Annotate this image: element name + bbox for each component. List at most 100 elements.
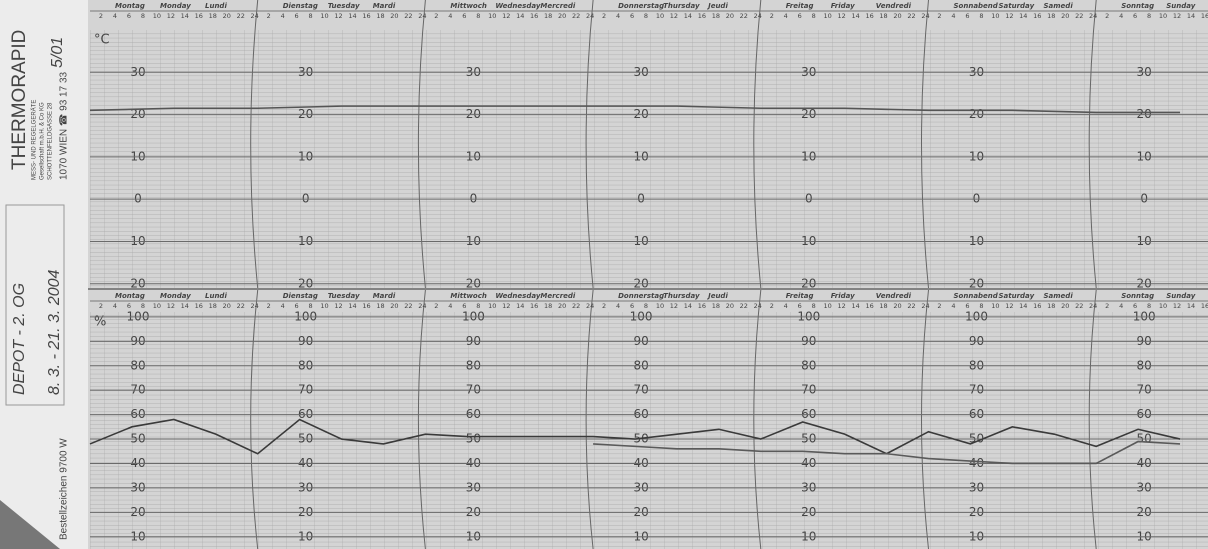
hour-tick-label: 24	[921, 302, 929, 310]
hour-tick-label: 24	[586, 12, 594, 20]
hour-tick-label: 20	[390, 302, 398, 310]
hour-tick-label: 14	[851, 12, 859, 20]
hour-tick-label: 16	[1033, 12, 1041, 20]
hour-tick-label: 22	[572, 12, 580, 20]
day-label: Saturday	[999, 292, 1035, 300]
hour-tick-label: 8	[812, 302, 816, 310]
hour-tick-label: 6	[630, 302, 634, 310]
hour-tick-label: 2	[937, 12, 941, 20]
day-label: Lundi	[205, 292, 227, 300]
hour-tick-label: 10	[656, 12, 664, 20]
day-arc	[753, 289, 762, 549]
hour-tick-label: 10	[1159, 12, 1167, 20]
hour-tick-label: 24	[1089, 12, 1097, 20]
hour-tick-label: 8	[309, 302, 313, 310]
hour-tick-label: 20	[223, 12, 231, 20]
hour-tick-label: 14	[516, 302, 524, 310]
day-label: Tuesday	[328, 292, 360, 300]
hour-tick-label: 20	[223, 302, 231, 310]
day-label: Vendredi	[876, 292, 912, 300]
day-label: Samedi	[1044, 2, 1074, 10]
day-arc	[417, 289, 426, 549]
handwritten-code: 5/01	[49, 37, 66, 68]
hour-tick-label: 2	[1105, 302, 1109, 310]
period: 8. 3. - 21. 3. 2004	[46, 269, 63, 395]
hour-tick-label: 24	[251, 12, 259, 20]
hour-tick-label: 6	[965, 302, 969, 310]
day-arc	[585, 0, 594, 289]
day-label: Monday	[160, 292, 191, 300]
hour-tick-label: 6	[127, 12, 131, 20]
hour-tick-label: 16	[698, 12, 706, 20]
hour-tick-label: 24	[251, 302, 259, 310]
label-box	[5, 204, 65, 406]
day-label: Thursday	[663, 2, 700, 10]
hour-tick-label: 4	[616, 302, 620, 310]
hour-tick-label: 8	[812, 12, 816, 20]
hour-tick-label: 22	[740, 12, 748, 20]
trace	[89, 418, 1181, 455]
hour-tick-label: 8	[1147, 12, 1151, 20]
day-label: Mardi	[373, 2, 396, 10]
hour-tick-label: 24	[1089, 302, 1097, 310]
hour-tick-label: 6	[127, 302, 131, 310]
day-arc	[417, 0, 426, 289]
hour-tick-label: 10	[488, 302, 496, 310]
day-label: Thursday	[663, 292, 700, 300]
hour-tick-label: 2	[1105, 12, 1109, 20]
hour-tick-label: 16	[362, 302, 370, 310]
day-label: Donnerstag	[618, 2, 664, 10]
hour-tick-label: 16	[530, 302, 538, 310]
day-label: Sonnabend	[954, 292, 999, 300]
hour-tick-label: 16	[362, 12, 370, 20]
maker-line: MESS- UND REGELGERÄTE	[31, 100, 38, 180]
day-arc	[921, 289, 929, 549]
day-label: Friday	[831, 2, 855, 10]
hour-tick-label: 4	[1119, 302, 1123, 310]
hour-tick-label: 20	[726, 12, 734, 20]
hour-tick-label: 12	[670, 302, 678, 310]
hour-tick-label: 18	[209, 12, 217, 20]
hour-tick-label: 8	[141, 302, 145, 310]
hour-tick-label: 16	[195, 12, 203, 20]
hour-tick-label: 18	[879, 12, 887, 20]
hour-tick-label: 22	[572, 302, 580, 310]
hour-tick-label: 8	[309, 12, 313, 20]
hour-tick-label: 2	[602, 302, 606, 310]
hour-tick-label: 24	[418, 302, 426, 310]
hour-tick-label: 12	[167, 302, 175, 310]
day-label: Lundi	[205, 2, 227, 10]
hour-tick-label: 12	[502, 302, 510, 310]
hour-tick-label: 24	[921, 12, 929, 20]
hour-tick-label: 4	[448, 302, 452, 310]
day-arc	[250, 289, 259, 549]
hour-tick-label: 4	[281, 302, 285, 310]
hour-tick-label: 10	[824, 302, 832, 310]
hour-tick-label: 14	[1187, 12, 1195, 20]
hour-tick-label: 20	[893, 302, 901, 310]
order-code: Bestellzeichen 9700 W	[59, 438, 70, 540]
day-label: Mercredi	[540, 292, 576, 300]
hour-tick-label: 4	[281, 12, 285, 20]
hour-tick-label: 2	[434, 302, 438, 310]
hour-tick-label: 4	[113, 12, 117, 20]
hour-tick-label: 12	[1005, 12, 1013, 20]
day-arc	[921, 0, 929, 289]
day-label: Monday	[160, 2, 191, 10]
hour-tick-label: 16	[865, 302, 873, 310]
day-label: Mercredi	[540, 2, 576, 10]
hour-tick-label: 22	[237, 302, 245, 310]
day-label: Montag	[115, 292, 145, 300]
hour-tick-label: 12	[1173, 12, 1181, 20]
day-label: Freitag	[786, 292, 814, 300]
day-label: Sonnabend	[954, 2, 999, 10]
hour-tick-label: 12	[1173, 302, 1181, 310]
hour-tick-label: 8	[644, 12, 648, 20]
hour-tick-label: 14	[181, 12, 189, 20]
hour-tick-label: 2	[99, 12, 103, 20]
hum-time-grid	[90, 312, 1208, 549]
hour-tick-label: 18	[879, 302, 887, 310]
hour-tick-label: 22	[740, 302, 748, 310]
shadow	[0, 500, 60, 549]
